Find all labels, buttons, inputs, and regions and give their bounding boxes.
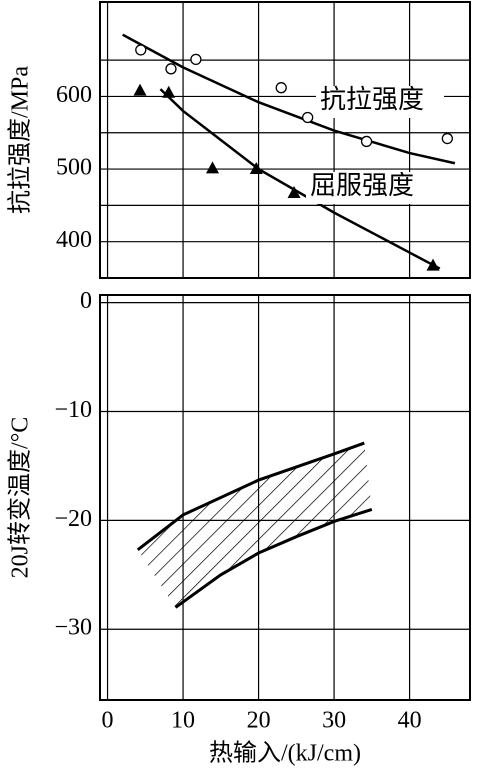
data-point <box>426 258 440 271</box>
data-point <box>133 83 147 96</box>
label-bg <box>306 172 434 204</box>
x-tick-label: 40 <box>398 708 422 734</box>
data-point <box>275 82 287 94</box>
data-point <box>287 186 301 199</box>
y-tick-label: −10 <box>54 397 92 423</box>
data-point <box>441 132 453 145</box>
data-point <box>135 44 147 56</box>
band-lower <box>174 508 373 609</box>
x-axis-label: 热输入/(kJ/cm) <box>209 740 361 767</box>
y-tick-label: 500 <box>56 155 92 181</box>
y-axis-label: 抗拉强度/MPa <box>7 66 34 214</box>
data-point <box>165 63 177 75</box>
band-fill <box>137 443 372 608</box>
y-tick-label: −20 <box>54 506 92 532</box>
label-bg <box>316 86 444 118</box>
data-point <box>302 111 314 124</box>
series-label: 抗拉强度 <box>320 85 424 114</box>
data-point <box>190 53 202 66</box>
data-point <box>162 85 176 98</box>
data-point <box>249 162 263 175</box>
series-label: 屈服强度 <box>310 171 414 200</box>
x-tick-label: 10 <box>171 708 195 734</box>
y-tick-label: 600 <box>56 82 92 108</box>
plot-frame <box>99 1 471 279</box>
y-axis-label: 20J转变温度/°C <box>7 417 34 579</box>
x-tick-label: 0 <box>102 708 114 734</box>
x-tick-label: 30 <box>322 708 346 734</box>
y-tick-label: 0 <box>80 288 92 314</box>
y-tick-label: 400 <box>56 227 92 253</box>
plot-frame <box>99 294 471 701</box>
data-point <box>360 135 373 148</box>
band-upper <box>136 441 365 551</box>
fit-curve <box>122 33 456 165</box>
data-point <box>206 161 220 174</box>
y-tick-label: −30 <box>54 615 92 641</box>
x-tick-label: 20 <box>247 708 271 734</box>
